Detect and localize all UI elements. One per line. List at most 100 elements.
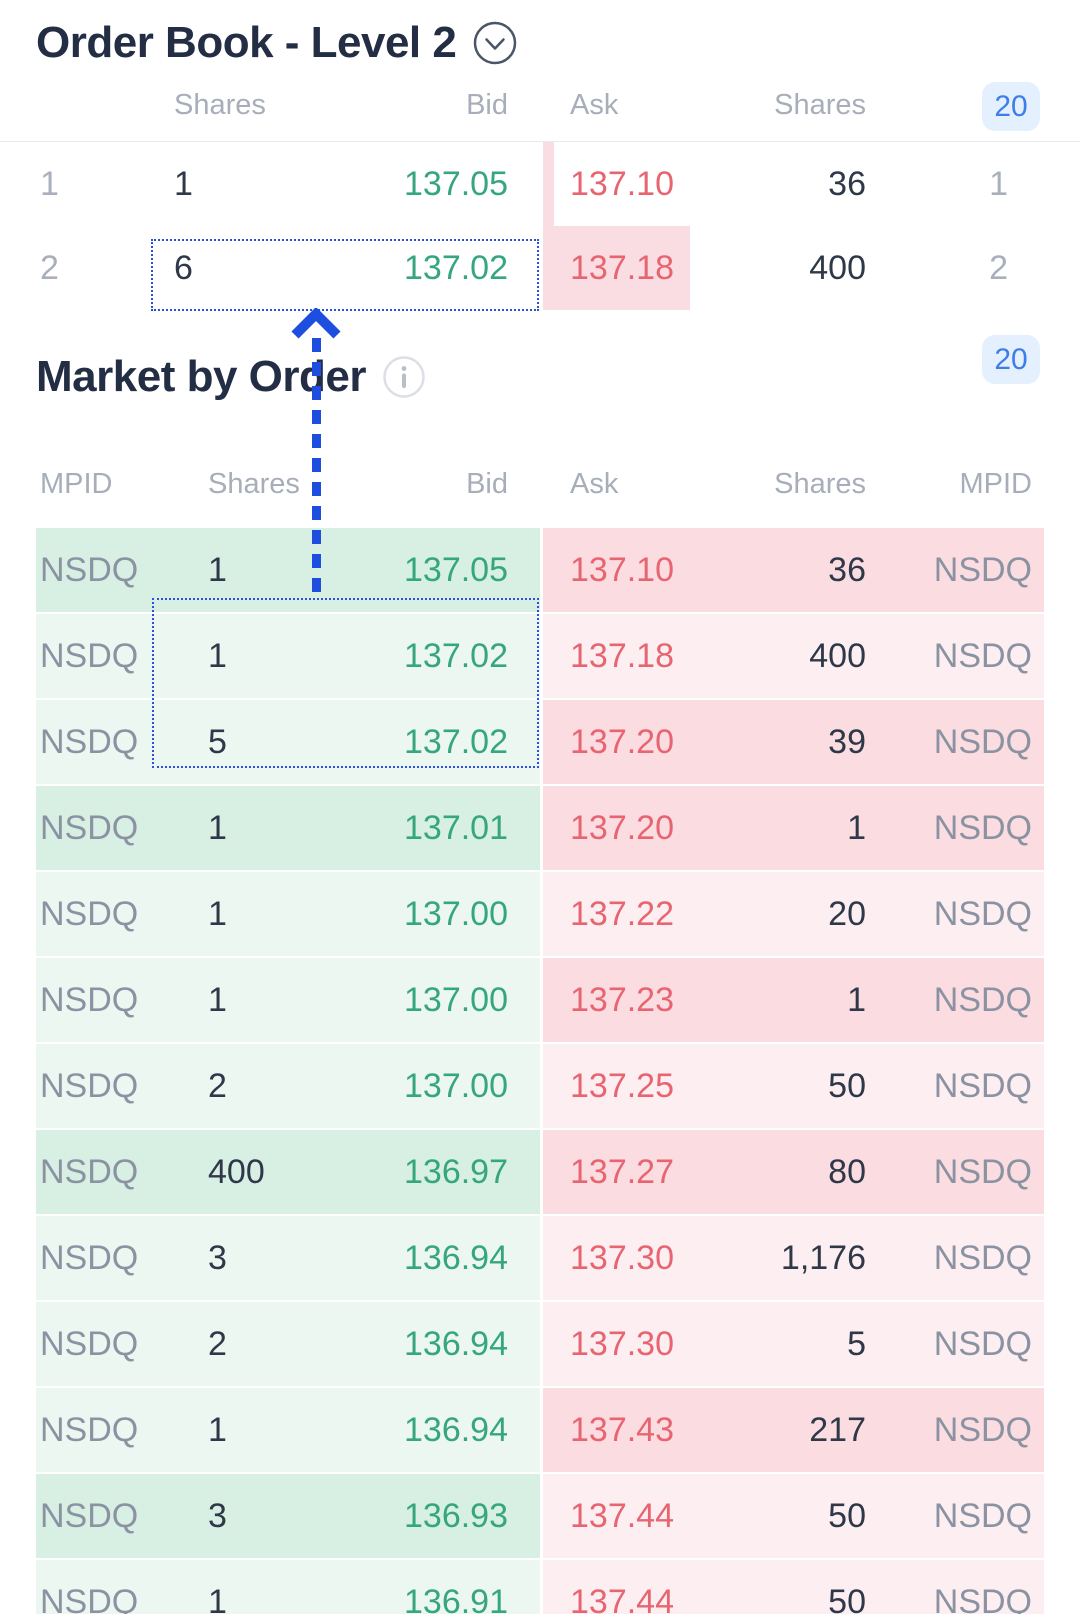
info-circle-icon[interactable] <box>382 355 426 399</box>
mbo-bid-mpid: NSDQ <box>40 1583 139 1614</box>
mbo-ask-mpid: NSDQ <box>933 981 1032 1019</box>
mbo-bid-shares: 3 <box>208 1497 227 1535</box>
mbo-bid-shares: 1 <box>208 809 227 847</box>
mbo-table-body: NSDQ 1 137.05 137.10 36 NSDQ NSDQ 1 137.… <box>0 528 1080 1614</box>
mbo-ask-price[interactable]: 137.22 <box>570 895 674 933</box>
mbo-bid-price[interactable]: 137.00 <box>404 981 508 1019</box>
mbo-ask-mpid: NSDQ <box>933 1153 1032 1191</box>
level2-depth-badge[interactable]: 20 <box>982 82 1040 131</box>
level2-header-ask-shares: Shares <box>774 88 866 121</box>
level2-row-index-left: 1 <box>40 165 59 203</box>
mbo-ask-price[interactable]: 137.25 <box>570 1067 674 1105</box>
mbo-bid-shares: 1 <box>208 1411 227 1449</box>
mbo-ask-half: 137.44 50 NSDQ <box>543 1560 1044 1614</box>
mbo-row: NSDQ 2 137.00 137.25 50 NSDQ <box>0 1044 1080 1128</box>
level2-header-bid: Bid <box>466 88 508 121</box>
mbo-row: NSDQ 400 136.97 137.27 80 NSDQ <box>0 1130 1080 1214</box>
mbo-bid-shares: 2 <box>208 1325 227 1363</box>
mbo-ask-mpid: NSDQ <box>933 1325 1032 1363</box>
level2-ask-price[interactable]: 137.18 <box>570 249 674 287</box>
mbo-bid-half: NSDQ 3 136.94 <box>36 1216 540 1300</box>
mbo-ask-mpid: NSDQ <box>933 1411 1032 1449</box>
mbo-bid-price[interactable]: 136.94 <box>404 1411 508 1449</box>
mbo-bid-price[interactable]: 137.01 <box>404 809 508 847</box>
level2-header-ask: Ask <box>570 88 619 121</box>
mbo-bid-mpid: NSDQ <box>40 1497 139 1535</box>
mbo-ask-shares: 1 <box>847 809 866 847</box>
mbo-bid-mpid: NSDQ <box>40 1239 139 1277</box>
mbo-ask-price[interactable]: 137.30 <box>570 1325 674 1363</box>
level2-bid-price[interactable]: 137.02 <box>404 249 508 287</box>
mbo-row: NSDQ 1 136.91 137.44 50 NSDQ <box>0 1560 1080 1614</box>
mbo-row: NSDQ 3 136.94 137.30 1,176 NSDQ <box>0 1216 1080 1300</box>
level2-row: 1 1 137.05 137.10 36 1 <box>0 142 1080 226</box>
mbo-row: NSDQ 1 137.05 137.10 36 NSDQ <box>0 528 1080 612</box>
level2-ask-price[interactable]: 137.10 <box>570 165 674 203</box>
mbo-bid-price[interactable]: 137.02 <box>404 723 508 761</box>
mbo-row: NSDQ 1 137.02 137.18 400 NSDQ <box>0 614 1080 698</box>
mbo-ask-mpid: NSDQ <box>933 1067 1032 1105</box>
mbo-header-mpid-left: MPID <box>40 467 113 500</box>
mbo-ask-mpid: NSDQ <box>933 637 1032 675</box>
mbo-ask-price[interactable]: 137.27 <box>570 1153 674 1191</box>
mbo-row: NSDQ 1 137.00 137.23 1 NSDQ <box>0 958 1080 1042</box>
mbo-bid-shares: 2 <box>208 1067 227 1105</box>
mbo-depth-badge[interactable]: 20 <box>982 335 1040 384</box>
mbo-bid-price[interactable]: 136.93 <box>404 1497 508 1535</box>
mbo-ask-half: 137.43 217 NSDQ <box>543 1388 1044 1472</box>
level2-ask-shares: 400 <box>809 249 866 287</box>
mbo-header-bid: Bid <box>466 467 508 500</box>
mbo-bid-half: NSDQ 400 136.97 <box>36 1130 540 1214</box>
mbo-ask-shares: 1 <box>847 981 866 1019</box>
mbo-ask-price[interactable]: 137.44 <box>570 1583 674 1614</box>
level2-bid-shares: 1 <box>174 165 193 203</box>
mbo-ask-mpid: NSDQ <box>933 895 1032 933</box>
mbo-bid-half: NSDQ 1 137.00 <box>36 872 540 956</box>
mbo-ask-half: 137.20 39 NSDQ <box>543 700 1044 784</box>
mbo-ask-price[interactable]: 137.43 <box>570 1411 674 1449</box>
mbo-title: Market by Order <box>36 352 366 401</box>
mbo-bid-price[interactable]: 136.97 <box>404 1153 508 1191</box>
mbo-bid-price[interactable]: 136.91 <box>404 1583 508 1614</box>
mbo-bid-half: NSDQ 1 137.05 <box>36 528 540 612</box>
mbo-bid-price[interactable]: 137.05 <box>404 551 508 589</box>
mbo-ask-shares: 1,176 <box>780 1239 866 1277</box>
mbo-row: NSDQ 1 137.00 137.22 20 NSDQ <box>0 872 1080 956</box>
mbo-ask-shares: 5 <box>847 1325 866 1363</box>
mbo-ask-mpid: NSDQ <box>933 551 1032 589</box>
level2-title: Order Book - Level 2 <box>36 18 457 67</box>
chevron-down-circle-icon[interactable] <box>472 20 518 66</box>
mbo-ask-price[interactable]: 137.30 <box>570 1239 674 1277</box>
mbo-bid-mpid: NSDQ <box>40 1325 139 1363</box>
mbo-bid-shares: 5 <box>208 723 227 761</box>
mbo-ask-half: 137.30 1,176 NSDQ <box>543 1216 1044 1300</box>
mbo-bid-price[interactable]: 136.94 <box>404 1325 508 1363</box>
mbo-ask-price[interactable]: 137.23 <box>570 981 674 1019</box>
mbo-row: NSDQ 2 136.94 137.30 5 NSDQ <box>0 1302 1080 1386</box>
mbo-ask-mpid: NSDQ <box>933 1239 1032 1277</box>
mbo-ask-price[interactable]: 137.44 <box>570 1497 674 1535</box>
level2-bid-price[interactable]: 137.05 <box>404 165 508 203</box>
mbo-bid-price[interactable]: 137.00 <box>404 1067 508 1105</box>
mbo-ask-half: 137.25 50 NSDQ <box>543 1044 1044 1128</box>
mbo-bid-shares: 1 <box>208 895 227 933</box>
mbo-bid-mpid: NSDQ <box>40 551 139 589</box>
mbo-ask-shares: 20 <box>828 895 866 933</box>
level2-row: 2 6 137.02 137.18 400 2 <box>0 226 1080 310</box>
mbo-bid-price[interactable]: 137.00 <box>404 895 508 933</box>
mbo-ask-price[interactable]: 137.20 <box>570 723 674 761</box>
mbo-ask-half: 137.30 5 NSDQ <box>543 1302 1044 1386</box>
mbo-bid-price[interactable]: 136.94 <box>404 1239 508 1277</box>
mbo-bid-price[interactable]: 137.02 <box>404 637 508 675</box>
level2-row-index-left: 2 <box>40 249 59 287</box>
mbo-header-ask-shares: Shares <box>774 467 866 500</box>
level2-ask-shares: 36 <box>828 165 866 203</box>
mbo-ask-price[interactable]: 137.10 <box>570 551 674 589</box>
mbo-ask-price[interactable]: 137.20 <box>570 809 674 847</box>
mbo-ask-shares: 50 <box>828 1067 866 1105</box>
mbo-ask-half: 137.44 50 NSDQ <box>543 1474 1044 1558</box>
mbo-ask-price[interactable]: 137.18 <box>570 637 674 675</box>
mbo-bid-half: NSDQ 5 137.02 <box>36 700 540 784</box>
mbo-ask-shares: 217 <box>809 1411 866 1449</box>
mbo-title-row: Market by Order <box>0 334 1080 404</box>
